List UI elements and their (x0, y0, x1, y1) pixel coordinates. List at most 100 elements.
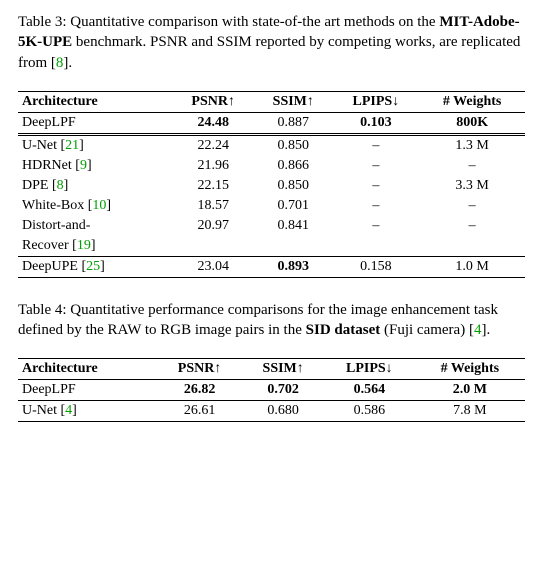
col-psnr-label: PSNR (178, 361, 215, 376)
cell-lpips: 0.586 (324, 401, 415, 422)
cell-lpips: – (332, 196, 419, 216)
cell-psnr: 24.48 (172, 112, 254, 134)
table4: Architecture PSNR↑ SSIM↑ LPIPS↓ # Weight… (18, 358, 525, 422)
arch-cite: 25 (86, 259, 100, 274)
cell-psnr: 23.04 (172, 256, 254, 277)
cell-psnr: 21.96 (172, 156, 254, 176)
arch-cite: 9 (80, 158, 87, 173)
cell-ssim: 0.702 (242, 380, 324, 401)
table-row: Recover [19] (18, 236, 525, 257)
arch-suf: ] (91, 238, 96, 253)
arch-text: Recover [ (22, 238, 77, 253)
table3-caption-suffix: ]. (63, 55, 72, 71)
arch-suf: ] (72, 403, 77, 418)
table3: Architecture PSNR↑ SSIM↑ LPIPS↓ # Weight… (18, 91, 525, 278)
cell-arch: DeepLPF (18, 112, 172, 134)
table4-caption-suffix: ]. (481, 322, 490, 338)
cell-ssim: 0.866 (254, 156, 332, 176)
cell-arch: HDRNet [9] (18, 156, 172, 176)
arch-cite: 19 (77, 238, 91, 253)
cell-weights: 1.0 M (419, 256, 525, 277)
arch-text: HDRNet [ (22, 158, 80, 173)
cell-lpips: – (332, 176, 419, 196)
arch-text: U-Net [ (22, 138, 65, 153)
col-ssim-label: SSIM (273, 94, 307, 109)
table3-caption-prefix: Table 3: Quantitative comparison with st… (18, 14, 439, 30)
cell-ssim: 0.850 (254, 134, 332, 156)
table4-header-row: Architecture PSNR↑ SSIM↑ LPIPS↓ # Weight… (18, 359, 525, 380)
cell-lpips: 0.103 (332, 112, 419, 134)
table4-caption-bold: SID dataset (306, 322, 381, 338)
col-lpips-label: LPIPS (346, 361, 386, 376)
arch-text: Distort-and- (22, 218, 90, 233)
cell-lpips: 0.158 (332, 256, 419, 277)
table4-col-lpips: LPIPS↓ (324, 359, 415, 380)
cell-psnr: 26.61 (157, 401, 243, 422)
table4-caption: Table 4: Quantitative performance compar… (18, 300, 525, 341)
cell-arch: DeepLPF (18, 380, 157, 401)
cell-ssim: 0.887 (254, 112, 332, 134)
arch-cite: 10 (92, 198, 106, 213)
table3-col-ssim: SSIM↑ (254, 91, 332, 112)
arch-cite: 21 (65, 138, 79, 153)
arch-suf: ] (87, 158, 92, 173)
col-psnr-arrow: ↑ (228, 94, 235, 109)
cell-arch: Distort-and- (18, 216, 172, 236)
cell-psnr: 18.57 (172, 196, 254, 216)
cell-ssim (254, 236, 332, 257)
cell-lpips: – (332, 216, 419, 236)
cell-weights: 2.0 M (415, 380, 525, 401)
table-row: HDRNet [9] 21.96 0.866 – – (18, 156, 525, 176)
table3-col-lpips: LPIPS↓ (332, 91, 419, 112)
cell-weights: – (419, 216, 525, 236)
col-lpips-arrow: ↓ (386, 361, 393, 376)
cell-lpips: – (332, 156, 419, 176)
table3-col-psnr: PSNR↑ (172, 91, 254, 112)
arch-suf: ] (64, 178, 69, 193)
col-ssim-arrow: ↑ (297, 361, 304, 376)
arch-text: DeepUPE [ (22, 259, 86, 274)
cell-weights: – (419, 156, 525, 176)
cell-weights: 3.3 M (419, 176, 525, 196)
table-row: U-Net [21] 22.24 0.850 – 1.3 M (18, 134, 525, 156)
cell-lpips (332, 236, 419, 257)
cell-arch: U-Net [21] (18, 134, 172, 156)
table-row: DPE [8] 22.15 0.850 – 3.3 M (18, 176, 525, 196)
cell-arch: White-Box [10] (18, 196, 172, 216)
table4-col-psnr: PSNR↑ (157, 359, 243, 380)
cell-arch: U-Net [4] (18, 401, 157, 422)
cell-lpips: 0.564 (324, 380, 415, 401)
cell-arch: DeepUPE [25] (18, 256, 172, 277)
cell-weights: – (419, 196, 525, 216)
table3-caption: Table 3: Quantitative comparison with st… (18, 12, 525, 73)
table-row: Distort-and- 20.97 0.841 – – (18, 216, 525, 236)
cell-psnr: 20.97 (172, 216, 254, 236)
table-row: DeepLPF 26.82 0.702 0.564 2.0 M (18, 380, 525, 401)
table4-caption-mid: (Fuji camera) [ (380, 322, 474, 338)
table3-col-weights: # Weights (419, 91, 525, 112)
table-row: U-Net [4] 26.61 0.680 0.586 7.8 M (18, 401, 525, 422)
arch-text: DeepLPF (22, 382, 76, 397)
cell-weights: 800K (419, 112, 525, 134)
arch-cite: 8 (57, 178, 64, 193)
table4-col-weights: # Weights (415, 359, 525, 380)
table4-col-ssim: SSIM↑ (242, 359, 324, 380)
col-ssim-arrow: ↑ (307, 94, 314, 109)
cell-psnr: 26.82 (157, 380, 243, 401)
arch-text: White-Box [ (22, 198, 92, 213)
cell-lpips: – (332, 134, 419, 156)
table-row: DeepUPE [25] 23.04 0.893 0.158 1.0 M (18, 256, 525, 277)
cell-psnr: 22.24 (172, 134, 254, 156)
col-lpips-arrow: ↓ (392, 94, 399, 109)
cell-ssim: 0.841 (254, 216, 332, 236)
cell-ssim: 0.680 (242, 401, 324, 422)
col-psnr-arrow: ↑ (214, 361, 221, 376)
cell-weights: 1.3 M (419, 134, 525, 156)
cell-weights (419, 236, 525, 257)
table3-caption-mid: benchmark. PSNR and SSIM reported by com… (18, 34, 520, 70)
arch-suf: ] (106, 198, 111, 213)
cell-ssim: 0.850 (254, 176, 332, 196)
cell-psnr: 22.15 (172, 176, 254, 196)
cell-ssim: 0.701 (254, 196, 332, 216)
cell-ssim: 0.893 (254, 256, 332, 277)
